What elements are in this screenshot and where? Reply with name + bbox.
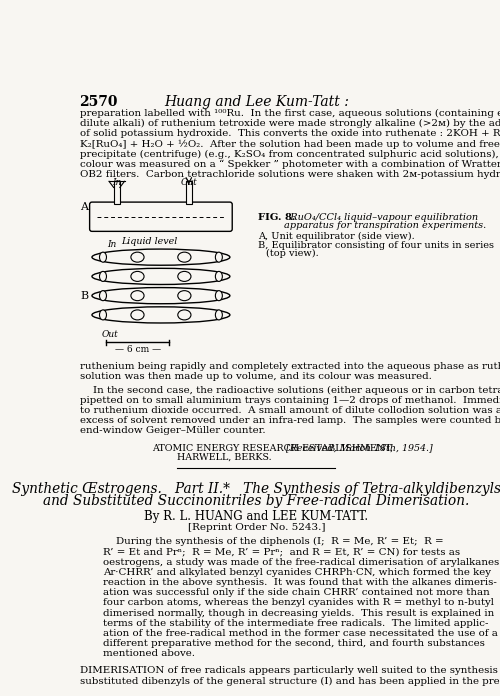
Text: Ar·CHRR’ and alkylated benzyl cyanides CHRPh·CN, which formed the key: Ar·CHRR’ and alkylated benzyl cyanides C… [103, 568, 491, 577]
Ellipse shape [100, 271, 106, 281]
Text: different preparative method for the second, third, and fourth substances: different preparative method for the sec… [103, 639, 484, 648]
Text: Huang and Lee Kum-Tatt :: Huang and Lee Kum-Tatt : [164, 95, 348, 109]
Text: (top view).: (top view). [266, 249, 318, 258]
FancyBboxPatch shape [90, 202, 232, 231]
Text: — 6 cm —: — 6 cm — [114, 345, 160, 354]
Text: apparatus for transpiration experiments.: apparatus for transpiration experiments. [284, 221, 486, 230]
Text: ruthenium being rapidly and completely extracted into the aqueous phase as ruthe: ruthenium being rapidly and completely e… [80, 362, 500, 371]
Ellipse shape [100, 252, 106, 262]
Text: dimerised normally, though in decreasing yields.  This result is explained in: dimerised normally, though in decreasing… [103, 608, 494, 617]
Ellipse shape [178, 310, 191, 320]
Text: K₂[RuO₄] + H₂O + ½O₂.  After the solution had been made up to volume and freed f: K₂[RuO₄] + H₂O + ½O₂. After the solution… [80, 139, 500, 149]
Text: During the synthesis of the diphenols (I;  R = Me, R’ = Et;  R =: During the synthesis of the diphenols (I… [103, 537, 444, 546]
Text: A, Unit equilibrator (side view).: A, Unit equilibrator (side view). [258, 232, 414, 242]
Text: [Received, March 18th, 1954.]: [Received, March 18th, 1954.] [286, 443, 433, 452]
Ellipse shape [92, 269, 230, 285]
Ellipse shape [92, 287, 230, 303]
Text: substituted dibenzyls of the general structure (I) and has been applied in the p: substituted dibenzyls of the general str… [80, 677, 500, 686]
Text: dilute alkali) of ruthenium tetroxide were made strongly alkaline (>2ᴍ) by the a: dilute alkali) of ruthenium tetroxide we… [80, 119, 500, 128]
Text: precipitate (centrifuge) (e.g., K₂SO₄ from concentrated sulphuric acid solutions: precipitate (centrifuge) (e.g., K₂SO₄ fr… [80, 150, 500, 159]
Text: Out: Out [101, 330, 118, 339]
Text: 2570: 2570 [80, 95, 118, 109]
Ellipse shape [178, 291, 191, 301]
Text: FIG. 8.: FIG. 8. [258, 213, 295, 222]
Text: B: B [80, 292, 88, 301]
Text: [Reprint Order No. 5243.]: [Reprint Order No. 5243.] [188, 523, 325, 532]
Text: B, Equilibrator consisting of four units in series: B, Equilibrator consisting of four units… [258, 241, 494, 250]
Text: In: In [108, 240, 116, 249]
Text: and Substituted Succinonitriles by Free-radical Dimerisation.: and Substituted Succinonitriles by Free-… [43, 494, 470, 508]
Ellipse shape [100, 291, 106, 301]
Text: mentioned above.: mentioned above. [103, 649, 195, 658]
Text: Liquid level: Liquid level [122, 237, 178, 246]
Ellipse shape [92, 307, 230, 323]
Text: HARWELL, BERKS.: HARWELL, BERKS. [177, 452, 272, 461]
Text: solution was then made up to volume, and its colour was measured.: solution was then made up to volume, and… [80, 372, 432, 381]
Text: By R. L. HUANG and LEE KUM-TATT.: By R. L. HUANG and LEE KUM-TATT. [144, 510, 368, 523]
Text: In: In [112, 178, 122, 187]
Ellipse shape [131, 271, 144, 281]
Ellipse shape [178, 252, 191, 262]
Text: of solid potassium hydroxide.  This converts the oxide into ruthenate : 2KOH + R: of solid potassium hydroxide. This conve… [80, 129, 500, 139]
Text: excess of solvent removed under an infra-red lamp.  The samples were counted by : excess of solvent removed under an infra… [80, 416, 500, 425]
Text: reaction in the above synthesis.  It was found that with the alkanes dimeris-: reaction in the above synthesis. It was … [103, 578, 496, 587]
Text: DIMERISATION of free radicals appears particularly well suited to the synthesis : DIMERISATION of free radicals appears pa… [80, 666, 500, 675]
Text: Out: Out [180, 178, 197, 187]
Ellipse shape [216, 252, 222, 262]
Text: to ruthenium dioxide occurred.  A small amount of dilute collodion solution was : to ruthenium dioxide occurred. A small a… [80, 406, 500, 415]
Text: ation of the free-radical method in the former case necessitated the use of a: ation of the free-radical method in the … [103, 628, 498, 638]
Bar [186, 182, 192, 205]
Ellipse shape [131, 310, 144, 320]
Bar [114, 182, 120, 205]
Ellipse shape [131, 252, 144, 262]
Ellipse shape [100, 310, 106, 320]
Text: terms of the stability of the intermediate free radicals.  The limited applic-: terms of the stability of the intermedia… [103, 619, 488, 628]
Text: colour was measured on a “ Spekker ” photometer with a combination of Wratten 50: colour was measured on a “ Spekker ” pho… [80, 160, 500, 169]
Ellipse shape [178, 271, 191, 281]
Text: end-window Geiger–Müller counter.: end-window Geiger–Müller counter. [80, 427, 265, 435]
Text: pipetted on to small aluminium trays containing 1—2 drops of methanol.  Immediat: pipetted on to small aluminium trays con… [80, 396, 500, 405]
Text: ation was successful only if the side chain CHRR’ contained not more than: ation was successful only if the side ch… [103, 588, 490, 597]
Text: OB2 filters.  Carbon tetrachloride solutions were shaken with 2ᴍ-potassium hydro: OB2 filters. Carbon tetrachloride soluti… [80, 170, 500, 179]
Ellipse shape [216, 291, 222, 301]
Ellipse shape [131, 291, 144, 301]
Ellipse shape [216, 310, 222, 320]
Text: ATOMIC ENERGY RESEARCH ESTABLISHMENT,: ATOMIC ENERGY RESEARCH ESTABLISHMENT, [152, 443, 393, 452]
Text: Synthetic Œstrogens.   Part II.*   The Synthesis of Tetra-alkyldibenzyls: Synthetic Œstrogens. Part II.* The Synth… [12, 482, 500, 496]
Text: oestrogens, a study was made of the free-radical dimerisation of arylalkanes: oestrogens, a study was made of the free… [103, 557, 499, 567]
Ellipse shape [216, 271, 222, 281]
Ellipse shape [92, 249, 230, 265]
Text: In the second case, the radioactive solutions (either aqueous or in carbon tetra: In the second case, the radioactive solu… [80, 386, 500, 395]
Text: preparation labelled with ¹⁰⁰Ru.  In the first case, aqueous solutions (containi: preparation labelled with ¹⁰⁰Ru. In the … [80, 109, 500, 118]
Text: A: A [80, 202, 88, 212]
Text: RuO₄/CCl₄ liquid–vapour equilibration: RuO₄/CCl₄ liquid–vapour equilibration [284, 213, 478, 222]
Text: R’ = Et and Prⁿ;  R = Me, R’ = Prⁿ;  and R = Et, R’ = CN) for tests as: R’ = Et and Prⁿ; R = Me, R’ = Prⁿ; and R… [103, 548, 460, 557]
Text: four carbon atoms, whereas the benzyl cyanides with R = methyl to n-butyl: four carbon atoms, whereas the benzyl cy… [103, 599, 494, 608]
